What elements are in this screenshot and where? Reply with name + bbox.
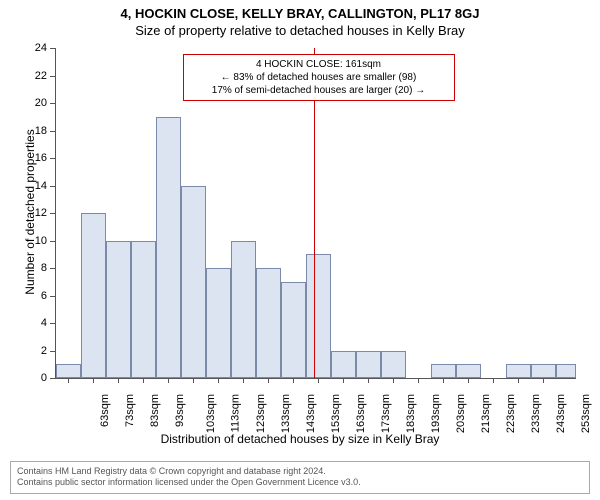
footer-attribution: Contains HM Land Registry data © Crown c… bbox=[10, 461, 590, 494]
x-tick-label: 193sqm bbox=[430, 394, 442, 433]
x-tick bbox=[318, 378, 319, 383]
y-tick bbox=[50, 103, 55, 104]
y-tick-label: 2 bbox=[0, 345, 47, 357]
x-tick bbox=[543, 378, 544, 383]
x-tick-label: 233sqm bbox=[530, 394, 542, 433]
y-tick-label: 22 bbox=[0, 70, 47, 82]
histogram-bar bbox=[206, 268, 231, 378]
histogram-bar bbox=[106, 241, 131, 379]
histogram-bar bbox=[306, 254, 331, 378]
x-tick-label: 143sqm bbox=[305, 394, 317, 433]
y-tick bbox=[50, 213, 55, 214]
y-tick bbox=[50, 186, 55, 187]
y-tick-label: 14 bbox=[0, 180, 47, 192]
x-tick bbox=[118, 378, 119, 383]
x-tick-label: 163sqm bbox=[355, 394, 367, 433]
histogram-bar bbox=[381, 351, 406, 379]
histogram-bar bbox=[556, 364, 576, 378]
y-tick-label: 12 bbox=[0, 207, 47, 219]
x-tick-label: 223sqm bbox=[505, 394, 517, 433]
x-tick bbox=[243, 378, 244, 383]
x-tick bbox=[493, 378, 494, 383]
x-tick-label: 153sqm bbox=[330, 394, 342, 433]
x-tick-label: 113sqm bbox=[229, 394, 241, 432]
x-tick-label: 213sqm bbox=[480, 394, 492, 433]
x-tick-label: 243sqm bbox=[555, 394, 567, 433]
annotation-line2: ← 83% of detached houses are smaller (98… bbox=[190, 71, 448, 84]
y-tick-label: 10 bbox=[0, 235, 47, 247]
y-tick bbox=[50, 76, 55, 77]
y-tick bbox=[50, 351, 55, 352]
y-tick bbox=[50, 378, 55, 379]
x-tick bbox=[368, 378, 369, 383]
y-tick bbox=[50, 48, 55, 49]
x-tick-label: 83sqm bbox=[149, 394, 161, 427]
x-tick-label: 103sqm bbox=[205, 394, 217, 433]
histogram-bar bbox=[456, 364, 481, 378]
x-tick-label: 93sqm bbox=[174, 394, 186, 427]
histogram-bar bbox=[356, 351, 381, 379]
x-tick-label: 63sqm bbox=[99, 394, 111, 427]
x-tick-label: 183sqm bbox=[405, 394, 417, 433]
y-tick-label: 18 bbox=[0, 125, 47, 137]
x-tick bbox=[143, 378, 144, 383]
x-tick-label: 253sqm bbox=[580, 394, 592, 433]
x-tick-label: 203sqm bbox=[455, 394, 467, 433]
x-tick bbox=[193, 378, 194, 383]
x-tick bbox=[68, 378, 69, 383]
title-main: 4, HOCKIN CLOSE, KELLY BRAY, CALLINGTON,… bbox=[0, 0, 600, 21]
histogram-bar bbox=[156, 117, 181, 378]
histogram-bar bbox=[281, 282, 306, 378]
histogram-bar bbox=[506, 364, 531, 378]
x-tick-label: 73sqm bbox=[124, 394, 136, 427]
y-tick bbox=[50, 241, 55, 242]
histogram-bar bbox=[131, 241, 156, 379]
x-tick-label: 133sqm bbox=[280, 394, 292, 433]
y-tick bbox=[50, 158, 55, 159]
x-tick bbox=[293, 378, 294, 383]
y-tick-label: 8 bbox=[0, 262, 47, 274]
footer-line2: Contains public sector information licen… bbox=[17, 477, 583, 489]
x-tick bbox=[268, 378, 269, 383]
x-tick bbox=[468, 378, 469, 383]
chart-container: 4, HOCKIN CLOSE, KELLY BRAY, CALLINGTON,… bbox=[0, 0, 600, 500]
x-tick bbox=[393, 378, 394, 383]
histogram-bar bbox=[256, 268, 281, 378]
y-tick-label: 16 bbox=[0, 152, 47, 164]
y-tick bbox=[50, 131, 55, 132]
x-tick bbox=[418, 378, 419, 383]
histogram-bar bbox=[56, 364, 81, 378]
annotation-line3: 17% of semi-detached houses are larger (… bbox=[190, 84, 448, 97]
annotation-box: 4 HOCKIN CLOSE: 161sqm ← 83% of detached… bbox=[183, 54, 455, 101]
x-tick bbox=[218, 378, 219, 383]
y-tick-label: 6 bbox=[0, 290, 47, 302]
x-tick bbox=[168, 378, 169, 383]
x-tick bbox=[343, 378, 344, 383]
y-tick-label: 20 bbox=[0, 97, 47, 109]
histogram-bar bbox=[231, 241, 256, 379]
x-tick-label: 173sqm bbox=[380, 394, 392, 433]
title-sub: Size of property relative to detached ho… bbox=[0, 21, 600, 38]
x-tick bbox=[443, 378, 444, 383]
x-tick bbox=[518, 378, 519, 383]
footer-line1: Contains HM Land Registry data © Crown c… bbox=[17, 466, 583, 478]
y-tick-label: 24 bbox=[0, 42, 47, 54]
x-tick bbox=[93, 378, 94, 383]
histogram-bar bbox=[531, 364, 556, 378]
histogram-bar bbox=[181, 186, 206, 379]
y-tick bbox=[50, 296, 55, 297]
y-tick bbox=[50, 268, 55, 269]
x-tick-label: 123sqm bbox=[255, 394, 267, 433]
y-tick-label: 0 bbox=[0, 372, 47, 384]
y-tick bbox=[50, 323, 55, 324]
histogram-bar bbox=[81, 213, 106, 378]
x-axis-title: Distribution of detached houses by size … bbox=[0, 432, 600, 446]
annotation-line1: 4 HOCKIN CLOSE: 161sqm bbox=[190, 58, 448, 71]
y-tick-label: 4 bbox=[0, 317, 47, 329]
histogram-bar bbox=[331, 351, 356, 379]
histogram-bar bbox=[431, 364, 456, 378]
